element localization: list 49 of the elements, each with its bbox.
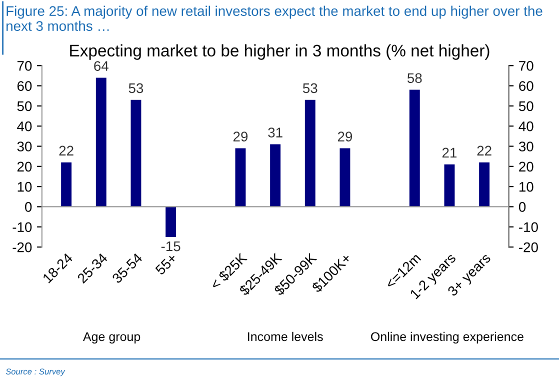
bar: [444, 164, 455, 207]
y2-tick-label: -10: [519, 222, 538, 232]
source-note: Source : Survey: [6, 368, 66, 376]
data-label: 58: [407, 73, 422, 84]
bar: [166, 206, 176, 237]
y-tick-label: -10: [12, 222, 32, 232]
data-label: -15: [161, 242, 180, 252]
bar: [409, 90, 420, 207]
text: Age group: [82, 332, 140, 344]
y-tick-label: 40: [17, 121, 32, 132]
y2-tick-label: -20: [519, 242, 538, 252]
bar: [96, 78, 106, 207]
data-label: 31: [268, 128, 282, 138]
y2-tick-label: 0: [518, 202, 526, 212]
y2-tick-label: 40: [518, 121, 534, 132]
bar: [270, 144, 281, 207]
chart-subtitle: Expecting market to be higher in 3 months (% net higher): [70, 44, 490, 60]
bar: [61, 162, 72, 207]
data-label: 22: [477, 146, 492, 156]
y-tick-label: 10: [18, 182, 32, 192]
data-label: 29: [338, 132, 352, 142]
y2-tick-label: 20: [519, 162, 534, 172]
data-label: 21: [442, 148, 457, 158]
bar: [340, 148, 350, 207]
data-label: 53: [128, 83, 144, 94]
y2-tick-label: 70: [519, 60, 534, 71]
bar: [304, 100, 316, 207]
text: Income levels: [248, 332, 323, 342]
y-tick-label: 30: [17, 142, 32, 152]
y-tick-label: 0: [25, 202, 32, 212]
chart-title: Figure 25: A majority of new retail investors expect the market to end up higher over the next 3 months …: [6, 6, 542, 31]
y2-tick-label: 50: [518, 101, 534, 112]
text: Online investing experience: [371, 332, 524, 344]
bar: [130, 100, 142, 207]
data-label: 29: [233, 132, 248, 142]
y-tick-label: 70: [17, 60, 32, 71]
y-tick-label: 20: [17, 162, 32, 172]
y-tick-label: -20: [12, 242, 32, 252]
y2-tick-label: 10: [519, 182, 534, 192]
x-tick-label: 55+: [154, 252, 178, 276]
y2-tick-label: 30: [518, 142, 534, 152]
y-tick-label: 50: [17, 101, 32, 112]
bar: [479, 162, 490, 207]
y2-tick-label: 60: [519, 81, 534, 91]
y-tick-label: 60: [17, 81, 32, 91]
bar: [235, 148, 246, 207]
data-label: 22: [59, 146, 74, 156]
data-label: 64: [94, 61, 108, 71]
data-label: 53: [302, 83, 318, 94]
